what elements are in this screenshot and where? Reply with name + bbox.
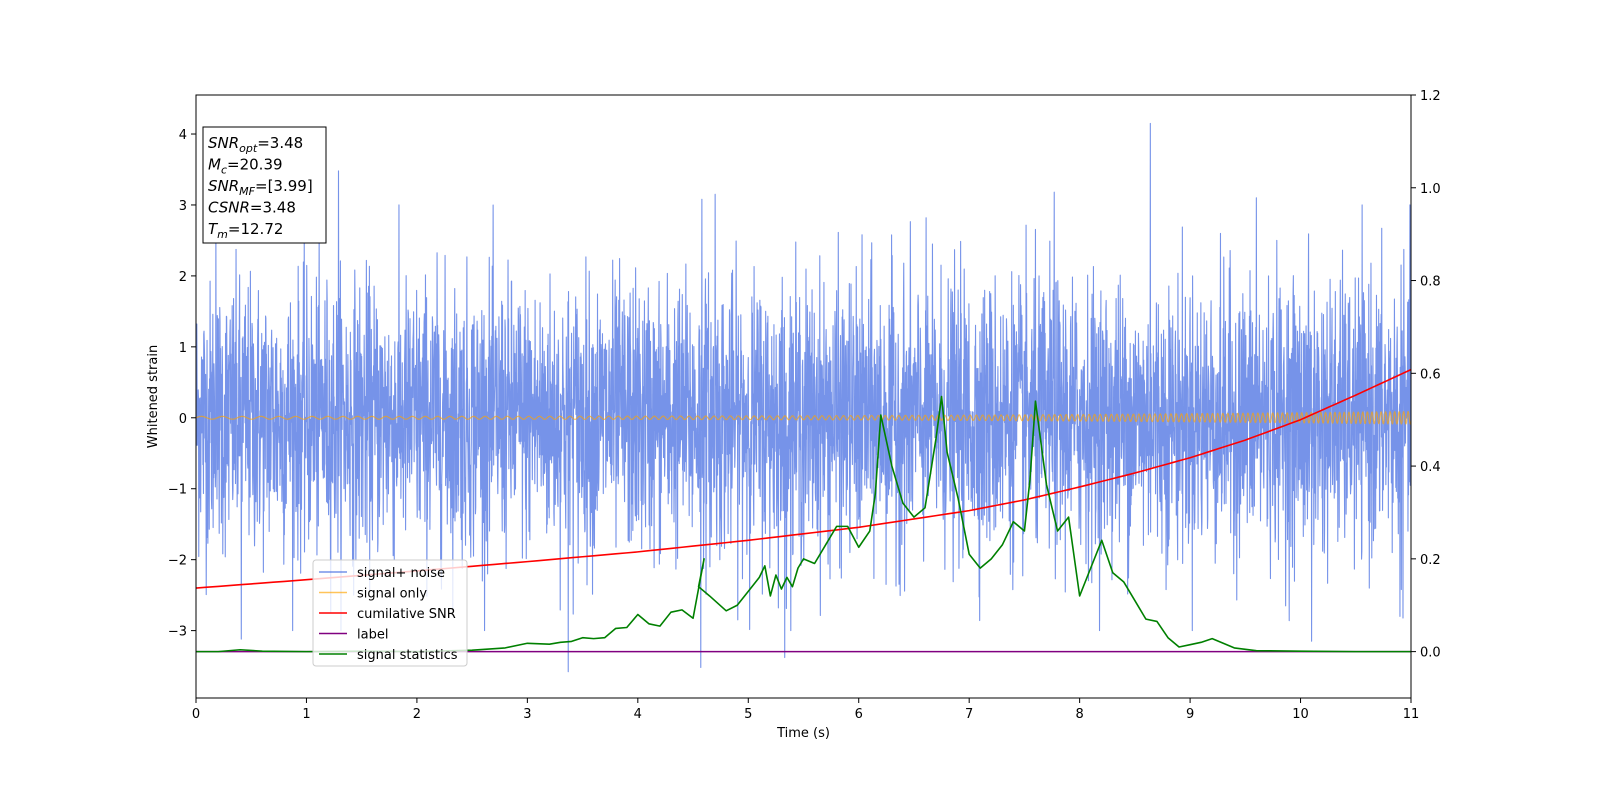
y-tick-label-left: 4	[179, 128, 187, 143]
y-tick-label-left: 0	[179, 412, 187, 427]
legend: signal+ noise signal only cumilative SNR la…	[312, 559, 468, 667]
legend-label-cumilative-snr: cumilative SNR	[357, 607, 456, 622]
series-line-signal-statistics	[196, 395, 1411, 653]
x-ticks: 0 1 2 3 4 5 6 7 8 9 10 11	[192, 698, 1419, 722]
annotation-symbol: CSNR	[208, 199, 250, 217]
annotation-value: =3.48	[250, 199, 296, 217]
x-tick-label: 3	[523, 707, 531, 722]
x-tick-label: 5	[744, 707, 752, 722]
y-tick-label-left: 3	[179, 199, 187, 214]
annotation-value: =[3.99]	[255, 177, 313, 195]
y-tick-label-right: 0.6	[1420, 367, 1441, 382]
y-tick-label-right: 1.0	[1420, 182, 1441, 197]
y-tick-label-left: −2	[168, 554, 187, 569]
y-tick-label-left: −1	[168, 483, 187, 498]
legend-label-signal-noise: signal+ noise	[357, 566, 445, 581]
legend-label-signal-statistics: signal statistics	[357, 648, 458, 663]
annotation-value: =12.72	[228, 220, 284, 238]
series-line-signal-only	[196, 410, 1411, 425]
annotation-line: SNRopt=3.48	[208, 134, 303, 155]
x-tick-label: 7	[965, 707, 973, 722]
x-tick-label: 1	[302, 707, 310, 722]
series-line-signal-noise	[196, 122, 1411, 673]
y-ticks-left: −3 −2 −1 0 1 2 3 4	[168, 128, 196, 640]
annotation-line: CSNR=3.48	[208, 199, 296, 217]
y-tick-label-right: 1.2	[1420, 89, 1441, 104]
annotation-symbol: SNR	[208, 134, 239, 152]
annotation-value: =3.48	[257, 134, 303, 152]
y-tick-label-right: 0.8	[1420, 275, 1441, 290]
annotation-symbol: M	[208, 156, 221, 174]
annotation-value: =20.39	[227, 156, 283, 174]
stats-annotation-box: SNRopt=3.48Mc=20.39SNRMF=[3.99]CSNR=3.48…	[202, 126, 327, 244]
annotation-subscript: opt	[239, 142, 258, 155]
y-axis-label: Whitened strain	[146, 345, 161, 448]
y-tick-label-right: 0.2	[1420, 553, 1441, 568]
x-tick-label: 10	[1292, 707, 1309, 722]
y-tick-label-left: 2	[179, 270, 187, 285]
annotation-line: SNRMF=[3.99]	[208, 177, 313, 198]
annotation-line: Mc=20.39	[208, 156, 283, 177]
x-tick-label: 0	[192, 707, 200, 722]
annotation-subscript: c	[221, 164, 227, 177]
y-tick-label-left: 1	[179, 341, 187, 356]
y-ticks-right: 0.0 0.2 0.4 0.6 0.8 1.0 1.2	[1411, 89, 1441, 661]
annotation-symbol: T	[208, 220, 219, 238]
plot-frame	[195, 94, 1412, 699]
annotation-subscript: m	[217, 228, 228, 241]
series-line-cumilative-snr	[196, 368, 1411, 589]
x-axis-label: Time (s)	[776, 726, 830, 741]
x-tick-label: 11	[1403, 707, 1420, 722]
legend-label-label: label	[357, 628, 388, 643]
annotation-subscript: MF	[239, 185, 255, 198]
annotation-line: Tm=12.72	[208, 220, 283, 241]
x-tick-label: 4	[634, 707, 642, 722]
y-tick-label-right: 0.4	[1420, 460, 1441, 475]
x-tick-label: 8	[1075, 707, 1083, 722]
y-tick-label-right: 0.0	[1420, 646, 1441, 661]
x-tick-label: 6	[855, 707, 863, 722]
legend-frame	[312, 559, 468, 667]
annotation-frame	[202, 126, 327, 244]
x-tick-label: 9	[1186, 707, 1194, 722]
y-tick-label-left: −3	[168, 625, 187, 640]
annotation-symbol: SNR	[208, 177, 239, 195]
legend-label-signal-only: signal only	[357, 587, 427, 602]
x-tick-label: 2	[413, 707, 421, 722]
